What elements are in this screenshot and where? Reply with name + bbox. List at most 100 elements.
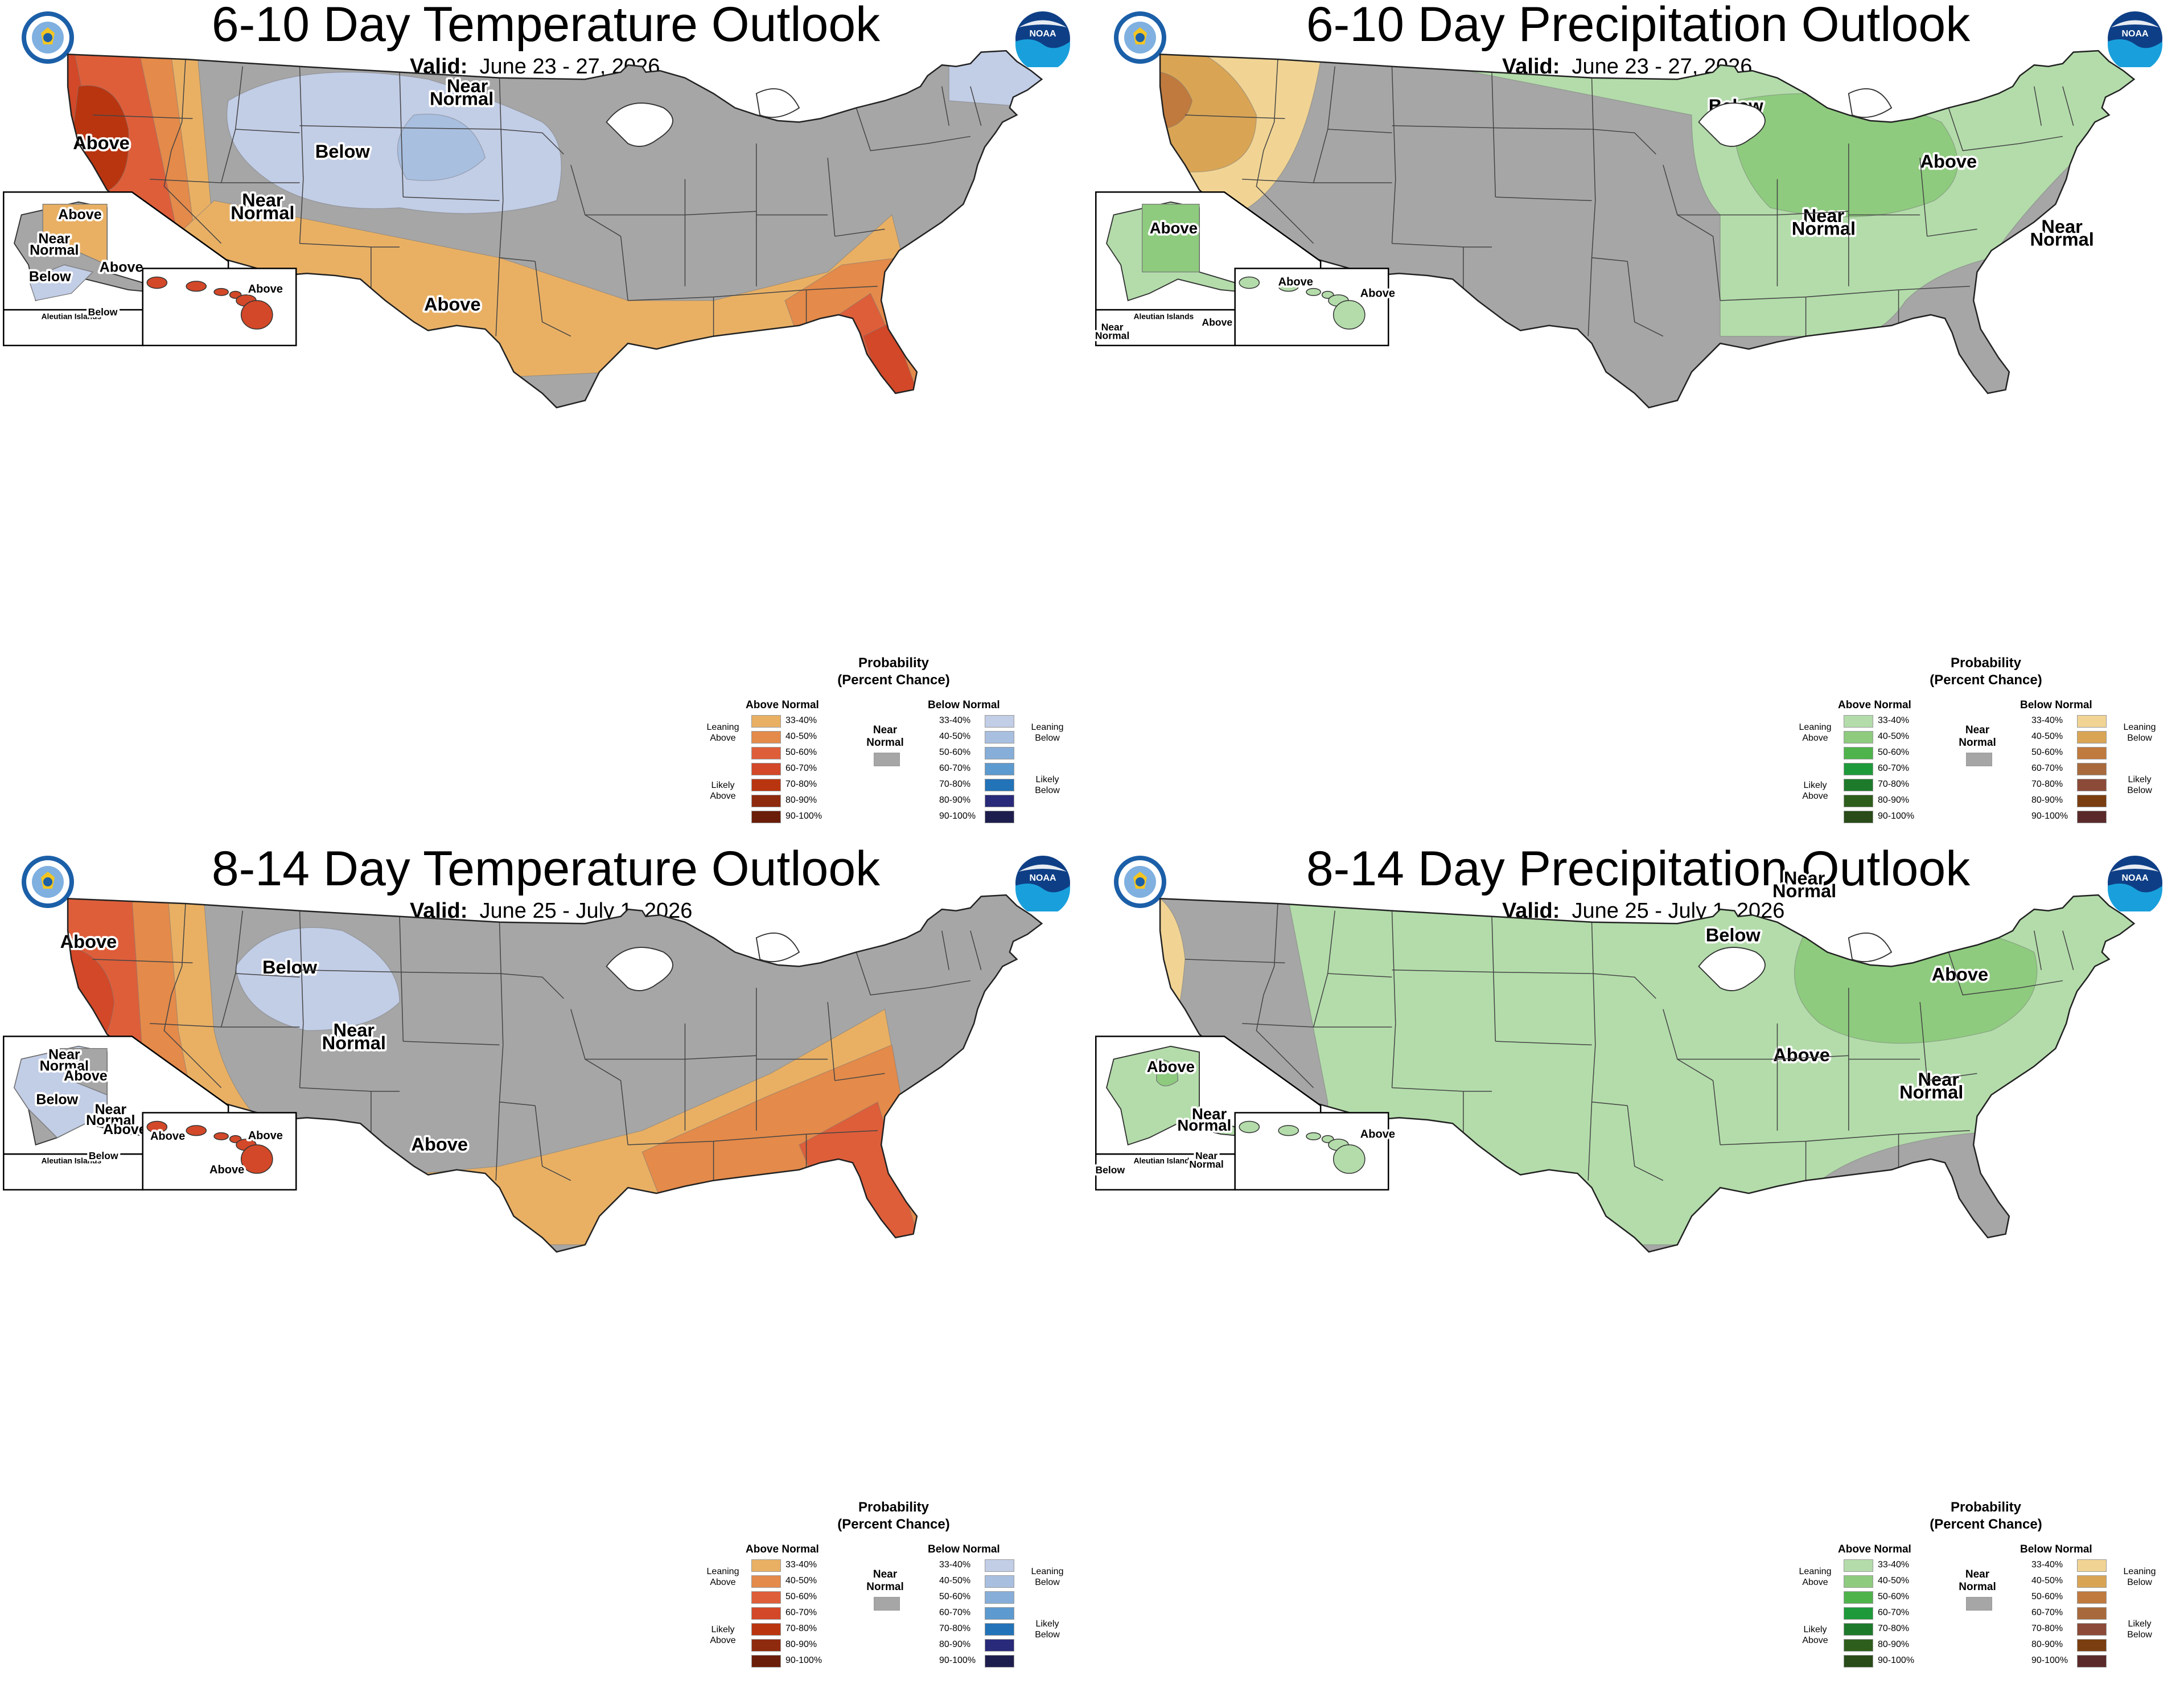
label-below-midwest: Below — [315, 141, 371, 162]
below-swatch — [2077, 811, 2107, 823]
hawaii-inset-frame — [1234, 268, 1389, 347]
above-range-label: 60-70% — [785, 1608, 817, 1617]
leaning-above-label: Leaning Above — [1799, 722, 1832, 743]
state-line — [534, 261, 571, 337]
above-swatch — [1844, 731, 1873, 744]
label-ak-normal: Normal — [30, 243, 79, 258]
state-line — [299, 910, 304, 1024]
hawaii-island — [240, 1144, 273, 1174]
state-line — [235, 910, 243, 974]
lake-superior — [755, 88, 800, 118]
hawaii-island — [1306, 288, 1321, 296]
below-swatch — [985, 1655, 1014, 1668]
label-hi-above-3: Above — [209, 1164, 244, 1176]
above-swatch — [1844, 763, 1873, 775]
above-swatch — [1844, 1575, 1873, 1588]
label-ak-above: Above — [1150, 219, 1198, 237]
near-normal-label: Near Normal — [866, 724, 904, 749]
likely-below-label: Likely Below — [2127, 1619, 2152, 1640]
likely-above-label: Likely Above — [710, 781, 736, 801]
below-range-label: 40-50% — [2031, 732, 2063, 741]
aleutian-islands-label: Aleutian Islands — [1134, 312, 1194, 321]
label-ak-above: Above — [64, 1068, 108, 1084]
panel-title: 6-10 Day Temperature Outlook — [211, 0, 881, 52]
label-ak-near-se: Near — [94, 1102, 126, 1118]
below-range-label: 90-100% — [939, 1656, 976, 1665]
label-ak-above: Above — [58, 207, 102, 223]
label-aleut-normal: Normal — [1095, 330, 1129, 342]
label-hi-above-1: Above — [150, 1130, 185, 1143]
label-aleut-normal: Normal — [1189, 1159, 1223, 1170]
state-line — [685, 211, 756, 216]
label-above-florida: Above — [424, 293, 481, 314]
state-line — [150, 179, 221, 183]
below-swatch — [985, 779, 1014, 791]
below-range-label: 70-80% — [2031, 1624, 2063, 1633]
label-normal-south: Normal — [1899, 1081, 1963, 1102]
below-swatch — [2077, 1623, 2107, 1636]
label-hi-above-1: Above — [1278, 276, 1313, 289]
state-line — [834, 1073, 885, 1081]
lake-superior — [1848, 933, 1893, 963]
below-range-label: 40-50% — [939, 732, 971, 741]
above-range-label: 60-70% — [785, 763, 817, 773]
below-swatch — [2077, 731, 2107, 744]
label-above-florida: Above — [411, 1133, 468, 1155]
state-line — [499, 77, 504, 201]
state-line — [1591, 922, 1596, 1045]
below-range-label: 50-60% — [2031, 1592, 2063, 1601]
state-line — [92, 959, 193, 963]
leaning-above-label: Leaning Above — [1799, 1567, 1832, 1587]
probability-legend: Probability (Percent Chance) Above Normal… — [1798, 1499, 2174, 1681]
below-swatch — [985, 1607, 1014, 1620]
leaning-below-label: Leaning Below — [1031, 722, 1064, 743]
below-swatch — [2077, 1639, 2107, 1652]
conus-outline — [1159, 50, 2136, 409]
state-line — [1627, 261, 1664, 337]
state-line — [1587, 257, 1593, 336]
state-boundaries — [68, 54, 982, 337]
state-line — [1777, 1055, 1849, 1060]
below-range-label: 70-80% — [939, 779, 971, 789]
state-line — [827, 1002, 836, 1081]
label-above-midwest: Above — [1932, 964, 1989, 985]
state-line — [827, 158, 836, 237]
above-range-label: 33-40% — [785, 1560, 817, 1570]
conus-outline — [67, 894, 1043, 1253]
state-line — [1492, 971, 1592, 974]
above-swatch — [751, 1655, 781, 1668]
below-swatch — [2077, 1575, 2107, 1588]
below-swatch — [985, 811, 1014, 823]
state-line — [927, 980, 971, 988]
great-lakes — [1698, 102, 1766, 147]
state-line — [1184, 114, 1285, 119]
likely-below-label: Likely Below — [1035, 1619, 1060, 1640]
above-swatch — [751, 715, 781, 728]
label-aleut-near: Near — [1195, 1150, 1218, 1161]
aleutian-islands-label: Aleutian Islands — [42, 1156, 102, 1165]
state-line — [1263, 59, 1278, 151]
label-normal-southeast: Normal — [2030, 228, 2094, 249]
label-normal-east: Normal — [322, 1032, 386, 1053]
probability-legend: Probability (Percent Chance) Above Normal… — [706, 1499, 1081, 1681]
state-line — [1587, 1102, 1593, 1181]
above-swatch — [751, 795, 781, 807]
near-normal-label: Near Normal — [866, 1568, 904, 1593]
above-swatch — [1844, 779, 1873, 791]
state-line — [400, 127, 500, 130]
label-ak-near: Near — [38, 231, 70, 247]
state-line — [1242, 179, 1314, 183]
below-normal-header: Below Normal — [2020, 1543, 2092, 1555]
probability-legend: Probability (Percent Chance) Above Normal… — [706, 655, 1081, 837]
below-range-label: 60-70% — [939, 763, 971, 773]
state-line — [1495, 196, 1592, 202]
svg-text:NOAA: NOAA — [1029, 29, 1056, 39]
state-line — [403, 1041, 500, 1046]
svg-text:NOAA: NOAA — [1029, 873, 1056, 883]
above-normal-header: Above Normal — [746, 1543, 819, 1555]
valid-line: Valid: June 25 - July 1, 2026 — [1502, 899, 1785, 923]
state-line — [1720, 1130, 1970, 1145]
below-range-label: 60-70% — [2031, 763, 2063, 773]
below-swatch — [2077, 747, 2107, 759]
state-line — [1627, 1105, 1664, 1181]
